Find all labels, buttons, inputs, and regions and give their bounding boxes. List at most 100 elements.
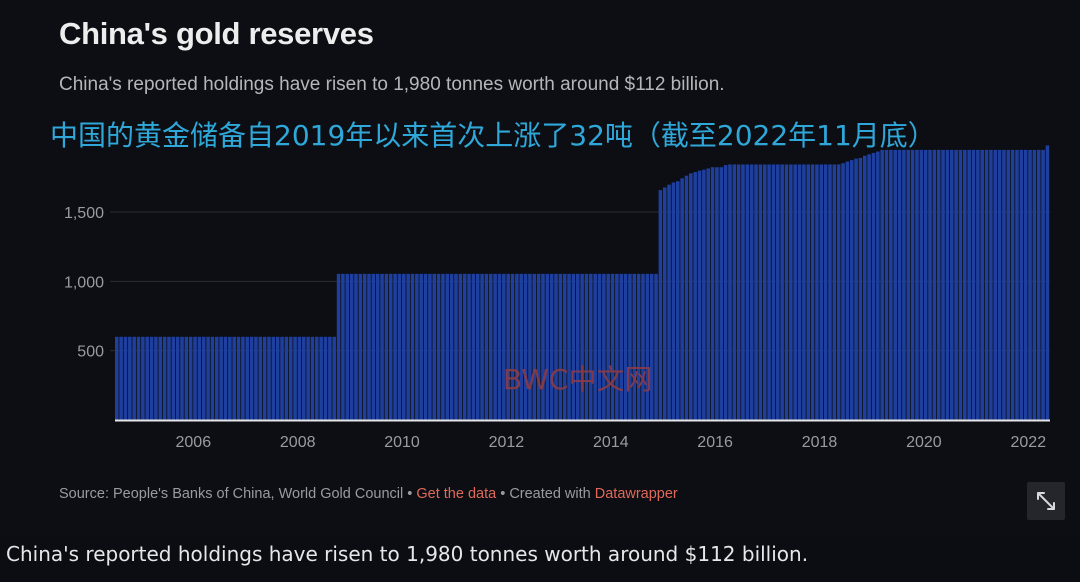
bar [545,273,550,420]
bar [428,273,432,420]
bar [449,273,454,420]
bar [197,336,202,420]
bar [863,155,867,420]
bar [158,336,163,420]
bar [606,273,610,420]
bar [554,273,558,420]
bar [1032,149,1037,420]
source-text: Source: People's Banks of China, World G… [59,486,417,502]
bar [915,149,919,420]
bar [993,149,998,420]
bar [510,273,515,420]
image-caption: China's reported holdings have risen to … [6,542,809,566]
datawrapper-link[interactable]: Datawrapper [594,486,678,502]
bar [845,161,850,420]
bar [789,164,793,420]
bar [980,149,984,420]
bar [584,273,589,420]
bar [762,164,767,420]
bar [232,336,236,420]
x-tick-label: 2006 [176,434,212,451]
expand-icon [1037,492,1055,510]
bar [954,149,958,420]
bar [771,164,776,420]
x-tick-label: 2016 [697,434,733,451]
bar [258,336,263,420]
bar [145,336,149,420]
bar [867,154,871,420]
bar [854,158,858,421]
bar [602,273,606,420]
bar [371,273,376,420]
bar [380,273,384,420]
bar [571,273,576,420]
bar [193,336,197,420]
bar [549,273,554,420]
bar [515,273,519,420]
chart-title: China's gold reserves [59,16,374,51]
bar [558,273,563,420]
bar [541,273,545,420]
y-axis: 500 1,000 1,500 [64,205,104,361]
bar [219,336,223,420]
source-line: Source: People's Banks of China, World G… [59,486,678,502]
bar [806,164,811,420]
bar [610,273,615,420]
get-the-data-link[interactable]: Get the data [416,486,497,502]
bar [754,164,758,420]
bar [462,273,467,420]
bar [154,336,158,420]
bar [262,336,267,420]
bar [458,273,463,420]
bar [645,273,650,420]
bar [484,273,489,420]
bar [819,164,824,420]
bar [715,167,719,420]
bar [288,336,293,420]
bar [880,149,884,420]
bar [206,336,210,420]
bar [215,336,219,420]
bar [445,273,450,420]
bar [902,149,906,420]
bar [293,336,297,420]
bar [236,336,241,420]
expand-button[interactable] [1027,482,1065,520]
bar [1015,149,1019,420]
bar [506,273,510,420]
bar [228,336,232,420]
x-tick-label: 2014 [593,434,629,451]
bar [410,273,415,420]
bar [180,336,184,420]
y-tick-label: 1,500 [64,205,104,222]
bar [419,273,423,420]
bar [562,273,567,420]
bar [393,273,397,420]
bar [136,336,141,420]
x-tick-label: 2010 [384,434,420,451]
chart-subtitle: China's reported holdings have risen to … [59,74,725,95]
bar [575,273,580,420]
bar [441,273,445,420]
bar [828,164,832,420]
bar [284,336,289,420]
bar [945,149,950,420]
bars [115,145,1050,422]
bar [654,273,658,420]
bar [480,273,484,420]
bar [923,149,928,420]
bar [188,336,193,420]
bar [475,273,480,420]
bar [1010,149,1015,420]
bar [893,149,897,420]
bar [997,149,1002,420]
bar [619,273,624,420]
bar [928,149,932,420]
y-tick-label: 500 [77,344,104,361]
bar [780,164,784,420]
bar [119,336,123,420]
x-tick-label: 2008 [280,434,316,451]
bar [375,273,380,420]
bar [328,336,332,420]
